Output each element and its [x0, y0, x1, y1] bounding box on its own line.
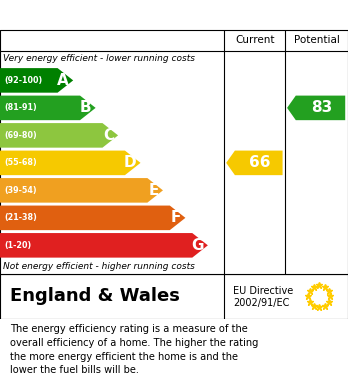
Text: Energy Efficiency Rating: Energy Efficiency Rating: [10, 7, 220, 23]
Text: 83: 83: [311, 100, 333, 115]
Text: B: B: [80, 100, 92, 115]
Text: E: E: [148, 183, 159, 198]
Polygon shape: [0, 233, 208, 258]
Text: England & Wales: England & Wales: [10, 287, 180, 305]
Text: A: A: [57, 73, 69, 88]
Polygon shape: [0, 206, 185, 230]
Bar: [0, 30, 348, 51]
Polygon shape: [0, 178, 163, 203]
Polygon shape: [226, 151, 283, 175]
Polygon shape: [0, 151, 141, 175]
Text: (1-20): (1-20): [4, 241, 31, 250]
Text: F: F: [171, 210, 181, 225]
Text: Not energy efficient - higher running costs: Not energy efficient - higher running co…: [3, 262, 195, 271]
Text: (69-80): (69-80): [4, 131, 37, 140]
Text: G: G: [191, 238, 204, 253]
Text: Very energy efficient - lower running costs: Very energy efficient - lower running co…: [3, 54, 196, 63]
Text: (21-38): (21-38): [4, 213, 37, 222]
Text: Potential: Potential: [294, 36, 340, 45]
Text: EU Directive: EU Directive: [233, 286, 293, 296]
Text: 2002/91/EC: 2002/91/EC: [233, 298, 290, 308]
Text: Current: Current: [235, 36, 275, 45]
Text: (55-68): (55-68): [4, 158, 37, 167]
Text: The energy efficiency rating is a measure of the
overall efficiency of a home. T: The energy efficiency rating is a measur…: [10, 325, 259, 375]
Text: (39-54): (39-54): [4, 186, 37, 195]
Text: (81-91): (81-91): [4, 103, 37, 112]
Polygon shape: [0, 68, 73, 93]
Text: C: C: [103, 128, 114, 143]
Text: D: D: [124, 155, 136, 170]
Polygon shape: [287, 95, 345, 120]
Text: (92-100): (92-100): [4, 76, 42, 85]
Text: 66: 66: [250, 155, 271, 170]
Polygon shape: [0, 95, 96, 120]
Polygon shape: [0, 123, 118, 148]
